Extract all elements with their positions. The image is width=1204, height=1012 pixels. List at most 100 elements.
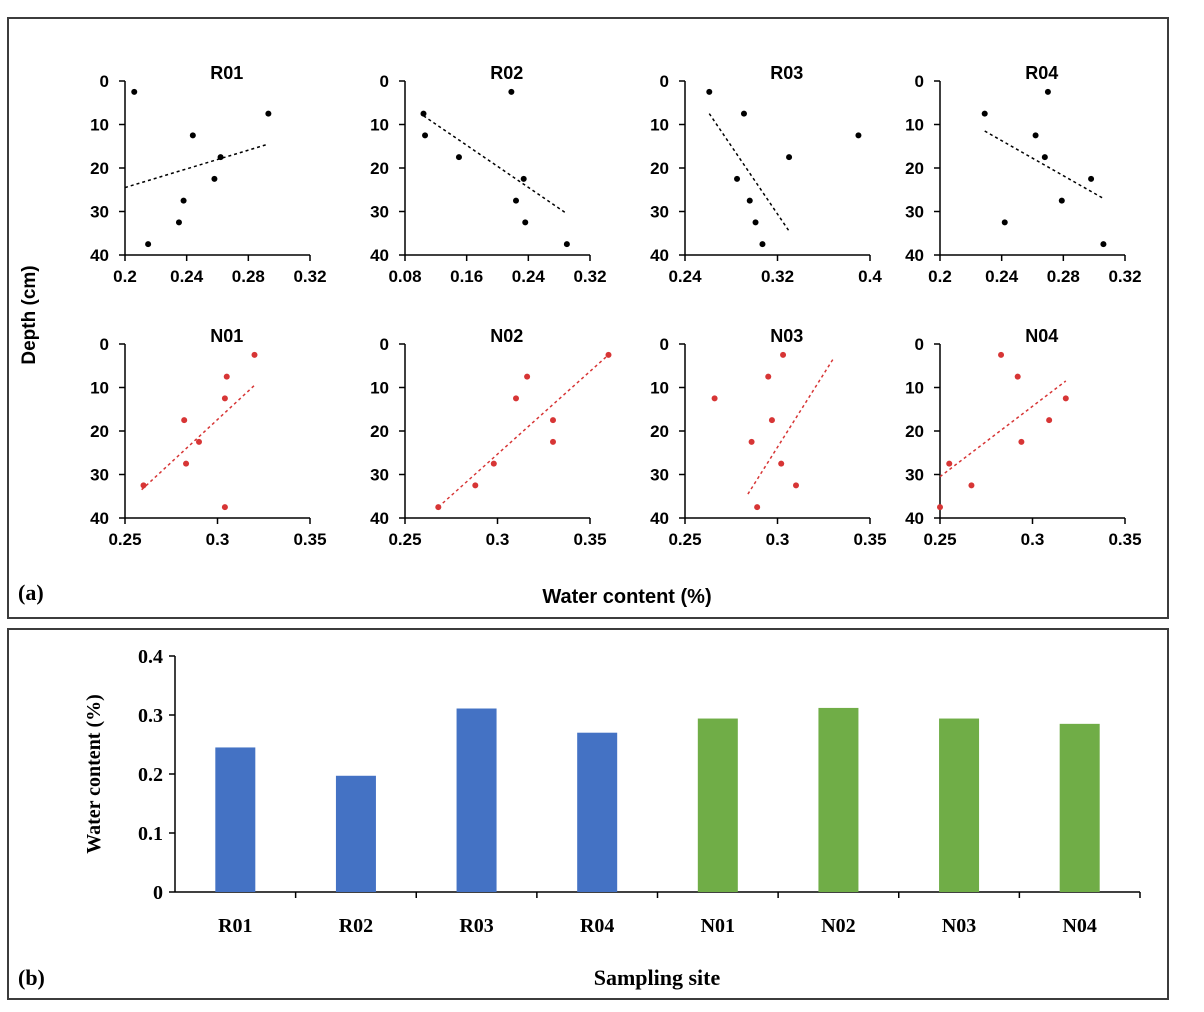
trend-line: [708, 113, 790, 232]
x-tick-label: 0.25: [388, 530, 421, 549]
y-tick-label: 20: [650, 422, 669, 441]
data-point: [420, 110, 427, 117]
trend-line: [984, 130, 1104, 200]
y-tick-label: 10: [905, 379, 924, 398]
bar-r02: [335, 775, 376, 892]
x-tick-label: 0.24: [668, 267, 702, 286]
bar-n04: [1059, 723, 1100, 892]
data-point: [181, 417, 188, 424]
data-point: [265, 110, 272, 117]
y-tick-label: 40: [90, 509, 109, 528]
bar-category-label: N01: [701, 915, 735, 937]
trend-line: [141, 384, 256, 491]
x-tick-label: 0.16: [450, 267, 483, 286]
y-tick-label: 0: [380, 72, 389, 91]
data-point: [1018, 438, 1025, 445]
panel-title: R01: [210, 63, 243, 83]
data-point: [706, 88, 713, 95]
x-tick-label: 0.4: [858, 267, 882, 286]
y-tick-label: 20: [90, 422, 109, 441]
y-tick-label: 30: [370, 203, 389, 222]
panel-a-xlabel: Water content (%): [542, 586, 711, 608]
y-tick-label: 40: [905, 246, 924, 265]
bar-n03: [939, 718, 980, 892]
bar-y-tick-label: 0.1: [138, 823, 163, 845]
y-tick-label: 10: [650, 116, 669, 135]
x-tick-label: 0.24: [512, 267, 546, 286]
data-point: [189, 132, 196, 139]
y-tick-label: 20: [370, 159, 389, 178]
data-point: [968, 482, 975, 489]
x-tick-label: 0.25: [923, 530, 956, 549]
y-tick-label: 40: [370, 509, 389, 528]
bar-y-tick-label: 0: [153, 882, 163, 904]
x-tick-label: 0.28: [232, 267, 265, 286]
y-tick-label: 30: [370, 466, 389, 485]
trend-line: [437, 354, 610, 508]
data-point: [734, 175, 741, 182]
data-point: [752, 219, 759, 226]
scatter-panel-n02: 0 10 20 30 40 0.25 0.3 0.35 N02: [370, 326, 612, 549]
y-tick-label: 30: [90, 466, 109, 485]
x-tick-label: 0.08: [388, 267, 421, 286]
data-point: [490, 460, 497, 467]
panel-title: R04: [1025, 63, 1058, 83]
bar-r01: [215, 747, 256, 892]
data-point: [1014, 373, 1021, 380]
y-tick-label: 10: [905, 116, 924, 135]
x-tick-label: 0.28: [1047, 267, 1080, 286]
data-point: [524, 373, 531, 380]
y-tick-label: 20: [650, 159, 669, 178]
y-tick-label: 10: [90, 116, 109, 135]
panel-title: R03: [770, 63, 803, 83]
data-point: [513, 197, 519, 204]
x-tick-label: 0.3: [486, 530, 510, 549]
panel-b-xlabel: Sampling site: [594, 965, 721, 990]
x-tick-label: 0.2: [928, 267, 952, 286]
y-tick-label: 0: [100, 335, 109, 354]
bar-y-tick-label: 0.4: [138, 646, 163, 668]
x-tick-label: 0.3: [1021, 530, 1045, 549]
x-tick-label: 0.25: [668, 530, 701, 549]
data-point: [145, 241, 152, 248]
y-tick-label: 40: [650, 246, 669, 265]
data-point: [513, 395, 519, 402]
data-point: [508, 88, 515, 95]
x-tick-label: 0.25: [108, 530, 141, 549]
x-tick-label: 0.3: [206, 530, 230, 549]
y-tick-label: 40: [650, 509, 669, 528]
data-point: [1088, 175, 1095, 182]
data-point: [780, 351, 787, 358]
bar-r03: [456, 708, 497, 892]
x-tick-label: 0.2: [113, 267, 137, 286]
data-point: [223, 373, 230, 380]
panel-a-ylabel: Depth (cm): [19, 265, 40, 364]
bar-y-tick-label: 0.3: [138, 705, 163, 727]
scatter-panel-r04: 0 10 20 30 400.2 0.24 0.28 0.32 R04: [905, 63, 1141, 286]
data-point: [1001, 219, 1008, 226]
bar-category-label: N03: [942, 915, 976, 937]
y-tick-label: 10: [370, 379, 389, 398]
data-point: [981, 110, 988, 117]
data-point: [251, 351, 258, 358]
data-point: [183, 460, 190, 467]
data-point: [522, 219, 529, 226]
trend-line: [423, 115, 568, 215]
x-tick-label: 0.35: [1108, 530, 1141, 549]
scatter-panel-n04: 0 10 20 30 40 0.25 0.3 0.35 N04: [905, 326, 1141, 549]
y-tick-label: 30: [905, 203, 924, 222]
y-tick-label: 0: [380, 335, 389, 354]
y-tick-label: 30: [905, 466, 924, 485]
data-point: [1100, 241, 1107, 248]
panel-b-frame: [7, 628, 1169, 1000]
y-tick-label: 30: [650, 203, 669, 222]
x-tick-label: 0.32: [573, 267, 606, 286]
y-tick-label: 0: [660, 335, 669, 354]
panel-title: N04: [1025, 326, 1058, 346]
panel-title: N03: [770, 326, 803, 346]
data-point: [765, 373, 772, 380]
y-tick-label: 40: [905, 509, 924, 528]
bar-category-label: R01: [218, 915, 252, 937]
